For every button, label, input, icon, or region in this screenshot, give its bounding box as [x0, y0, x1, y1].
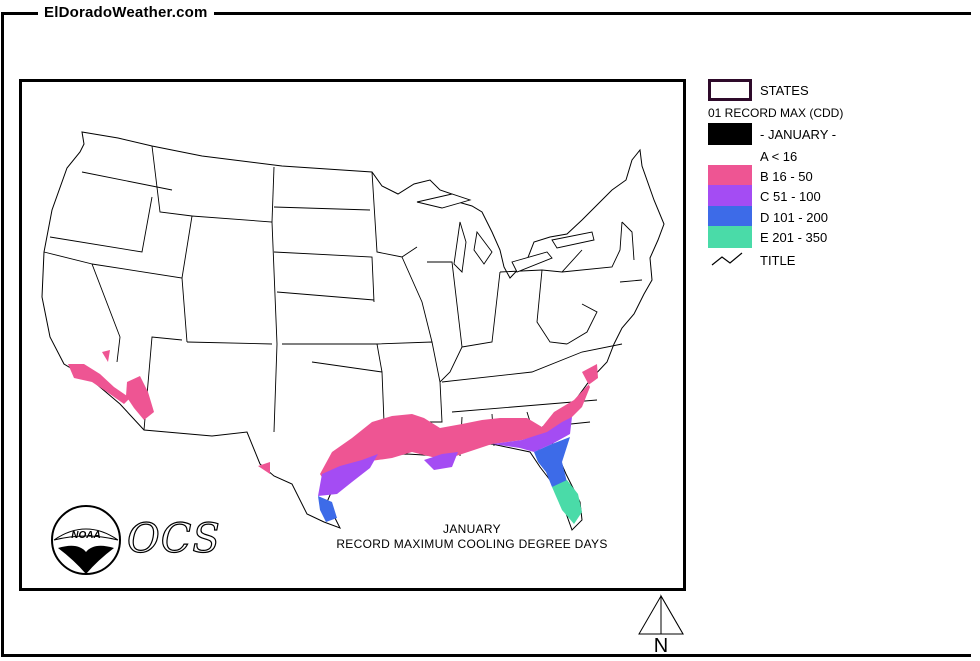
class-b-swatch [708, 165, 752, 187]
legend-states-label: STATES [760, 82, 809, 98]
legend-subtitle-text: 01 RECORD MAX (CDD) [708, 106, 844, 120]
caption-title: RECORD MAXIMUM COOLING DEGREE DAYS [336, 537, 608, 551]
legend-class-d: D 101 - 200 [708, 206, 828, 228]
ocs-logo: OCS [126, 515, 221, 562]
outer-frame [1, 12, 971, 657]
class-b-label: B 16 - 50 [760, 168, 813, 184]
class-a-label: A < 16 [760, 148, 798, 164]
title-line-icon [711, 252, 743, 266]
legend-class-b: B 16 - 50 [708, 165, 813, 187]
states-swatch [708, 79, 752, 101]
legend-title-label: TITLE [760, 252, 796, 268]
noaa-logo: NOAA [48, 502, 124, 583]
class-c-label: C 51 - 100 [760, 188, 821, 204]
class-e-swatch [708, 226, 752, 248]
class-a-swatch [708, 145, 752, 167]
legend-states: STATES [708, 79, 809, 101]
legend-class-c: C 51 - 100 [708, 185, 821, 207]
zone-c-purple [318, 417, 572, 496]
zone-d-blue [318, 437, 570, 522]
svg-text:NOAA: NOAA [71, 530, 100, 541]
caption-month: JANUARY [443, 522, 501, 536]
legend-class-e: E 201 - 350 [708, 226, 827, 248]
legend-period-label: - JANUARY - [760, 126, 837, 142]
zone-b-pink [68, 350, 598, 486]
state-boundaries [43, 145, 643, 461]
north-arrow-icon: N [633, 594, 689, 661]
legend-class-a: A < 16 [708, 145, 797, 167]
map-panel: NOAA OCS JANUARY RECORD MAXIMUM COOLING … [19, 79, 686, 591]
map-caption: JANUARY RECORD MAXIMUM COOLING DEGREE DA… [322, 522, 622, 552]
great-lakes [416, 193, 595, 273]
us-map [41, 131, 665, 531]
svg-text:N: N [654, 635, 668, 656]
site-title[interactable]: ElDoradoWeather.com [38, 4, 214, 21]
class-c-swatch [708, 185, 752, 207]
class-d-label: D 101 - 200 [760, 209, 828, 225]
period-swatch [708, 123, 752, 145]
legend-period: - JANUARY - [708, 123, 836, 145]
zone-e-green [552, 480, 582, 524]
legend-title: TITLE [708, 249, 795, 271]
class-d-swatch [708, 206, 752, 228]
legend-subtitle: 01 RECORD MAX (CDD) [708, 106, 843, 120]
class-e-label: E 201 - 350 [760, 229, 828, 245]
